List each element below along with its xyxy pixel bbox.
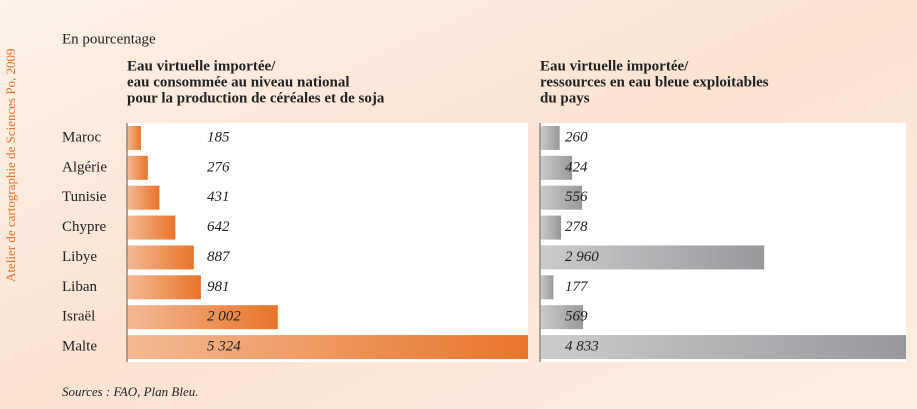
category-label: Tunisie	[62, 189, 107, 205]
value-label: 981	[207, 279, 230, 295]
credit: Atelier de cartographie de Sciences Po, …	[3, 48, 18, 282]
panel-title: eau consommée au niveau national	[127, 74, 350, 90]
panel-title: du pays	[540, 90, 590, 106]
value-label: 887	[207, 249, 231, 265]
category-label: Libye	[62, 249, 97, 265]
bar	[127, 305, 278, 330]
value-label: 569	[565, 309, 588, 325]
bar	[540, 185, 583, 210]
panel-title: pour la production de céréales et de soj…	[127, 90, 385, 106]
category-label: Algérie	[62, 159, 107, 175]
value-label: 4 833	[565, 339, 599, 355]
value-label: 5 324	[207, 339, 241, 355]
bar	[540, 155, 573, 180]
value-label: 260	[565, 129, 588, 145]
bar	[540, 245, 765, 270]
category-label: Maroc	[62, 129, 101, 145]
panel-title: Eau virtuelle importée/	[127, 58, 276, 74]
bar	[127, 215, 176, 240]
bar	[540, 305, 584, 330]
subtitle: En pourcentage	[62, 31, 156, 47]
value-label: 276	[207, 159, 230, 175]
value-label: 185	[207, 129, 230, 145]
value-label: 2 960	[565, 249, 599, 265]
panel-background	[540, 123, 906, 362]
bar	[127, 245, 194, 270]
bar	[540, 125, 560, 150]
value-label: 177	[565, 279, 589, 295]
value-label: 431	[207, 189, 230, 205]
bar	[127, 275, 201, 300]
value-label: 556	[565, 189, 588, 205]
panel-title: Eau virtuelle importée/	[540, 58, 689, 74]
bar	[127, 335, 528, 360]
bar	[540, 215, 562, 240]
bar	[540, 335, 906, 360]
category-label: Liban	[62, 279, 97, 295]
bar	[127, 155, 148, 180]
bar	[127, 125, 141, 150]
category-label: Malte	[62, 339, 97, 355]
category-label: Israël	[62, 309, 95, 325]
value-label: 642	[207, 219, 230, 235]
value-label: 278	[565, 219, 588, 235]
value-label: 2 002	[207, 309, 241, 325]
panel-title: ressources en eau bleue exploitables	[540, 74, 769, 90]
value-label: 424	[565, 159, 588, 175]
bar	[127, 185, 160, 210]
source: Sources : FAO, Plan Bleu.	[62, 384, 198, 399]
bar	[540, 275, 554, 300]
category-label: Chypre	[62, 219, 107, 235]
